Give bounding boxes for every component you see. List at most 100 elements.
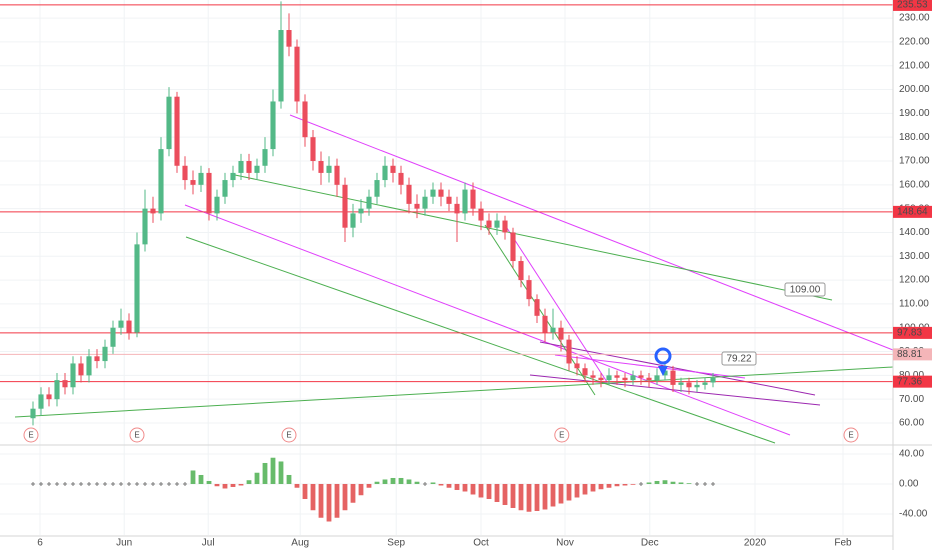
- osc-bar: [230, 483, 236, 487]
- osc-bar: [646, 482, 652, 484]
- osc-cross: [151, 481, 155, 486]
- candle-body: [86, 356, 92, 376]
- osc-bar: [406, 479, 412, 484]
- osc-bar: [390, 477, 396, 484]
- candle-body: [582, 368, 588, 376]
- osc-bar: [534, 483, 540, 511]
- osc-bar: [294, 483, 300, 488]
- y-tick-label: 110.00: [899, 299, 929, 310]
- osc-cross: [87, 481, 91, 486]
- trend-line: [14, 366, 894, 418]
- osc-cross: [135, 481, 139, 486]
- candle-body: [366, 196, 372, 209]
- osc-bar: [622, 483, 628, 486]
- candle-body: [574, 363, 580, 369]
- osc-bar: [510, 483, 516, 508]
- y-tick-label: 160.00: [899, 179, 930, 190]
- candle-body: [286, 30, 292, 47]
- candle-body: [334, 165, 340, 185]
- osc-cross: [159, 481, 163, 486]
- candle-body: [470, 189, 476, 209]
- level-label: 97.83: [897, 328, 922, 339]
- x-tick-label: Feb: [834, 538, 852, 549]
- candle-body: [54, 380, 60, 400]
- callout-text: 79.22: [726, 354, 751, 365]
- level-label-box: [893, 0, 932, 11]
- candle-body: [670, 370, 676, 385]
- osc-bar: [206, 480, 212, 484]
- candle-body: [438, 189, 444, 197]
- earnings-marker: [843, 427, 859, 443]
- trend-line: [289, 114, 894, 351]
- candle-body: [294, 46, 300, 102]
- candle-body: [534, 299, 540, 316]
- osc-cross: [183, 481, 187, 486]
- candle-body: [278, 30, 284, 102]
- level-label-box: [893, 326, 932, 339]
- candle-body: [342, 184, 348, 228]
- candle-body: [246, 161, 252, 173]
- trend-line: [234, 174, 833, 301]
- osc-bar: [374, 481, 380, 484]
- trend-line: [184, 204, 791, 436]
- osc-bar: [326, 483, 332, 522]
- candle-body: [598, 377, 604, 381]
- osc-bar: [286, 474, 292, 484]
- candle-body: [502, 220, 508, 233]
- x-tick-label: Jul: [202, 538, 215, 549]
- candle-body: [662, 370, 668, 376]
- candle-body: [422, 196, 428, 209]
- osc-bar: [438, 483, 444, 486]
- osc-bar: [606, 483, 612, 488]
- x-tick-label: Jun: [116, 538, 132, 549]
- candle-body: [302, 101, 308, 138]
- candle-body: [70, 363, 76, 388]
- candle-body: [702, 382, 708, 385]
- level-label-box: [893, 205, 932, 218]
- osc-bar: [566, 483, 572, 501]
- osc-bar: [462, 483, 468, 492]
- candle-body: [270, 101, 276, 150]
- earnings-marker: [129, 427, 145, 443]
- osc-cross: [31, 481, 35, 486]
- osc-bar: [494, 483, 500, 502]
- y-tick-label: -40.00: [899, 509, 928, 520]
- candle-body: [238, 161, 244, 173]
- osc-bar: [502, 483, 508, 505]
- y-tick-label: 40.00: [899, 449, 924, 460]
- candle-body: [614, 375, 620, 378]
- y-tick-label: 80.00: [899, 370, 924, 381]
- osc-bar: [238, 483, 244, 486]
- candle-body: [646, 377, 652, 381]
- candle-body: [518, 261, 524, 281]
- osc-cross: [119, 481, 123, 486]
- osc-bar: [558, 483, 564, 504]
- callout-box: [721, 351, 757, 366]
- level-label-box: [893, 375, 932, 388]
- pin: [658, 366, 668, 376]
- candle-body: [462, 189, 468, 214]
- earnings-label: E: [559, 431, 564, 440]
- x-tick-label: Sep: [387, 538, 405, 549]
- trend-lines: [14, 114, 894, 444]
- callout-box: [784, 282, 826, 297]
- candle-body: [110, 327, 116, 347]
- candle-body: [446, 196, 452, 204]
- candle-body: [158, 149, 164, 214]
- candle-body: [606, 375, 612, 381]
- osc-bar: [254, 472, 260, 484]
- y-tick-label: 0.00: [899, 479, 919, 490]
- osc-cross: [639, 481, 643, 486]
- osc-cross: [103, 481, 107, 486]
- level-label: 148.64: [897, 207, 928, 218]
- candle-body: [118, 320, 124, 328]
- last-price-label: 88.81: [897, 349, 922, 360]
- candle-body: [374, 180, 380, 197]
- callout-text: 109.00: [790, 285, 821, 296]
- osc-cross: [63, 481, 67, 486]
- candle-body: [350, 213, 356, 228]
- osc-bar: [654, 480, 660, 484]
- y-tick-label: 200.00: [899, 84, 930, 95]
- osc-bar: [686, 483, 692, 484]
